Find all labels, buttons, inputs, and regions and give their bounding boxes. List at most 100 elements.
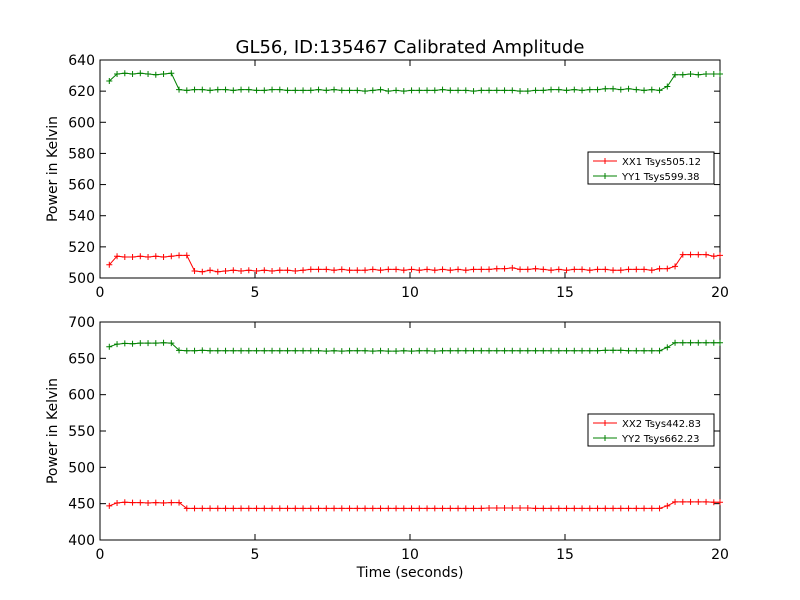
data-point bbox=[462, 505, 469, 512]
data-point bbox=[610, 267, 617, 274]
y-tick-label: 550 bbox=[68, 424, 95, 440]
data-point bbox=[191, 347, 198, 354]
data-point bbox=[362, 347, 369, 354]
data-point bbox=[571, 86, 578, 93]
data-point bbox=[106, 343, 113, 350]
data-point bbox=[594, 505, 601, 512]
data-point bbox=[214, 268, 221, 275]
data-point bbox=[137, 253, 144, 260]
data-point bbox=[486, 87, 493, 94]
data-point bbox=[346, 267, 353, 274]
data-point bbox=[602, 347, 609, 354]
data-point bbox=[400, 347, 407, 354]
data-point bbox=[114, 341, 121, 348]
data-point bbox=[695, 498, 702, 505]
data-point bbox=[238, 347, 245, 354]
data-point bbox=[524, 266, 531, 273]
data-point bbox=[354, 505, 361, 512]
data-point bbox=[377, 505, 384, 512]
data-point bbox=[563, 87, 570, 94]
data-point bbox=[540, 505, 547, 512]
data-point bbox=[555, 86, 562, 93]
data-point bbox=[695, 71, 702, 78]
data-point bbox=[548, 347, 555, 354]
legend-label: YY1 Tsys599.38 bbox=[621, 172, 700, 183]
upper-plot-panel: 500 520 540 560 580 600 620 640 0 5 10 15 20 Power in… bbox=[45, 53, 729, 301]
data-point bbox=[323, 87, 330, 94]
data-point bbox=[439, 86, 446, 93]
data-point bbox=[207, 505, 214, 512]
data-point bbox=[672, 263, 679, 270]
data-point bbox=[292, 347, 299, 354]
data-point bbox=[679, 71, 686, 78]
legend-swatch-marker bbox=[602, 420, 608, 426]
data-point bbox=[695, 251, 702, 258]
data-point bbox=[284, 505, 291, 512]
data-point bbox=[377, 267, 384, 274]
data-point bbox=[602, 85, 609, 92]
data-point bbox=[393, 266, 400, 273]
data-point bbox=[579, 505, 586, 512]
data-point bbox=[540, 266, 547, 273]
data-point bbox=[129, 499, 136, 506]
data-point bbox=[493, 87, 500, 94]
legend-label: XX1 Tsys505.12 bbox=[622, 157, 701, 168]
data-point bbox=[292, 505, 299, 512]
data-point bbox=[455, 87, 462, 94]
data-point bbox=[222, 267, 229, 274]
data-point bbox=[245, 267, 252, 274]
data-point bbox=[284, 87, 291, 94]
legend: XX2 Tsys442.83 YY2 Tsys662.23 bbox=[587, 413, 715, 447]
data-point bbox=[269, 86, 276, 93]
data-point bbox=[462, 347, 469, 354]
series-2 bbox=[106, 70, 723, 95]
data-point bbox=[455, 505, 462, 512]
data-point bbox=[594, 86, 601, 93]
data-point bbox=[160, 499, 167, 506]
data-point bbox=[377, 347, 384, 354]
data-point bbox=[269, 267, 276, 274]
data-point bbox=[517, 505, 524, 512]
y-axis-label: Power in Kelvin bbox=[45, 378, 61, 484]
data-point bbox=[176, 499, 183, 506]
data-point bbox=[261, 347, 268, 354]
data-point bbox=[524, 505, 531, 512]
data-point bbox=[717, 252, 723, 259]
data-point bbox=[137, 340, 144, 347]
x-tick-label: 0 bbox=[96, 547, 105, 563]
data-point bbox=[617, 505, 624, 512]
data-point bbox=[245, 347, 252, 354]
data-point bbox=[416, 505, 423, 512]
data-point bbox=[586, 267, 593, 274]
x-tick-label: 0 bbox=[96, 285, 105, 301]
data-point bbox=[222, 86, 229, 93]
data-point bbox=[129, 253, 136, 260]
data-point bbox=[400, 267, 407, 274]
data-point bbox=[284, 267, 291, 274]
data-point bbox=[176, 86, 183, 93]
data-point bbox=[710, 499, 717, 506]
data-point bbox=[385, 88, 392, 95]
data-point bbox=[648, 505, 655, 512]
data-point bbox=[408, 266, 415, 273]
data-point bbox=[486, 266, 493, 273]
data-point bbox=[625, 266, 632, 273]
data-point bbox=[470, 505, 477, 512]
data-point bbox=[346, 347, 353, 354]
data-point bbox=[656, 347, 663, 354]
data-point bbox=[315, 505, 322, 512]
x-tick-label: 5 bbox=[251, 285, 260, 301]
data-point bbox=[261, 267, 268, 274]
data-point bbox=[617, 267, 624, 274]
data-point bbox=[331, 505, 338, 512]
data-point bbox=[664, 502, 671, 509]
data-point bbox=[439, 505, 446, 512]
data-point bbox=[424, 87, 431, 94]
data-point bbox=[625, 85, 632, 92]
data-point bbox=[230, 87, 237, 94]
data-point bbox=[594, 266, 601, 273]
data-point bbox=[594, 347, 601, 354]
data-point bbox=[501, 347, 508, 354]
y-tick-label: 700 bbox=[68, 315, 95, 331]
data-point bbox=[129, 340, 136, 347]
